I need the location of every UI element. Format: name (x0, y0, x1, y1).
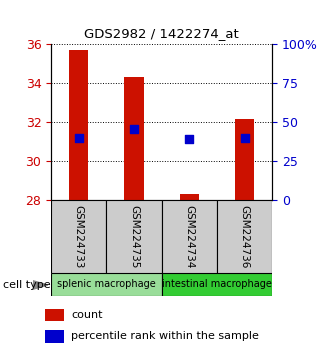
Title: GDS2982 / 1422274_at: GDS2982 / 1422274_at (84, 27, 239, 40)
Bar (235, 119, 254, 200)
Text: intestinal macrophage: intestinal macrophage (162, 279, 272, 289)
Text: count: count (71, 310, 103, 320)
Point (131, 126, 137, 132)
Text: GSM224734: GSM224734 (184, 205, 194, 268)
Bar (162, 273, 272, 296)
Text: GSM224733: GSM224733 (74, 205, 84, 268)
Text: GSM224735: GSM224735 (129, 205, 139, 268)
Bar (180, 194, 199, 200)
Text: percentile rank within the sample: percentile rank within the sample (71, 331, 259, 341)
Bar (162, 200, 217, 273)
Text: cell type: cell type (3, 280, 51, 290)
Point (76, 135, 82, 141)
Bar (51, 200, 106, 273)
Bar (124, 78, 144, 200)
Polygon shape (33, 281, 48, 289)
Bar (51, 273, 162, 296)
Bar (106, 200, 162, 273)
Text: GSM224736: GSM224736 (240, 205, 249, 268)
Point (242, 135, 247, 141)
Bar (45, 330, 64, 343)
Bar (217, 200, 272, 273)
Bar (69, 50, 88, 200)
Bar (45, 309, 64, 321)
Point (187, 136, 192, 142)
Text: splenic macrophage: splenic macrophage (57, 279, 156, 289)
